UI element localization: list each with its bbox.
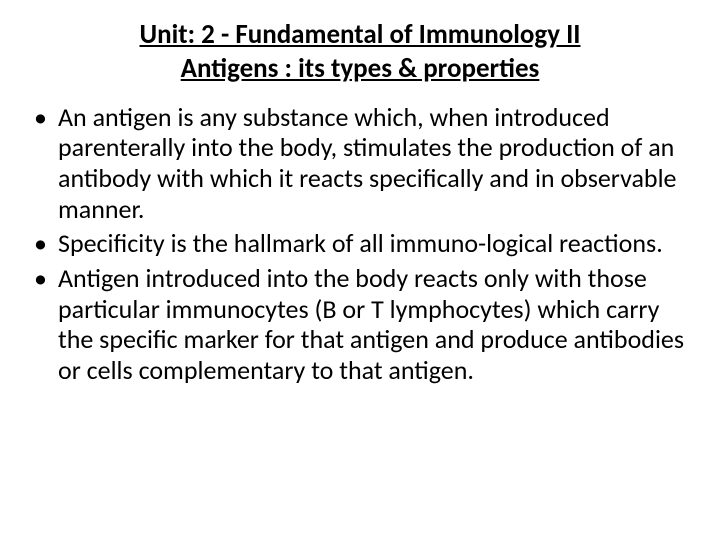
list-item: Specificity is the hallmark of all immun… [32, 228, 688, 259]
bullet-text: An antigen is any substance which, when … [58, 101, 677, 225]
list-item: An antigen is any substance which, when … [32, 102, 688, 225]
list-item: Antigen introduced into the body reacts … [32, 263, 688, 386]
title-line-1: Unit: 2 - Fundamental of Immunology II [32, 18, 688, 52]
bullet-text: Antigen introduced into the body reacts … [58, 262, 684, 386]
bullet-list: An antigen is any substance which, when … [32, 102, 688, 386]
bullet-text: Specificity is the hallmark of all immun… [58, 227, 663, 259]
slide-title: Unit: 2 - Fundamental of Immunology II A… [32, 18, 688, 86]
title-line-2: Antigens : its types & properties [32, 52, 688, 86]
